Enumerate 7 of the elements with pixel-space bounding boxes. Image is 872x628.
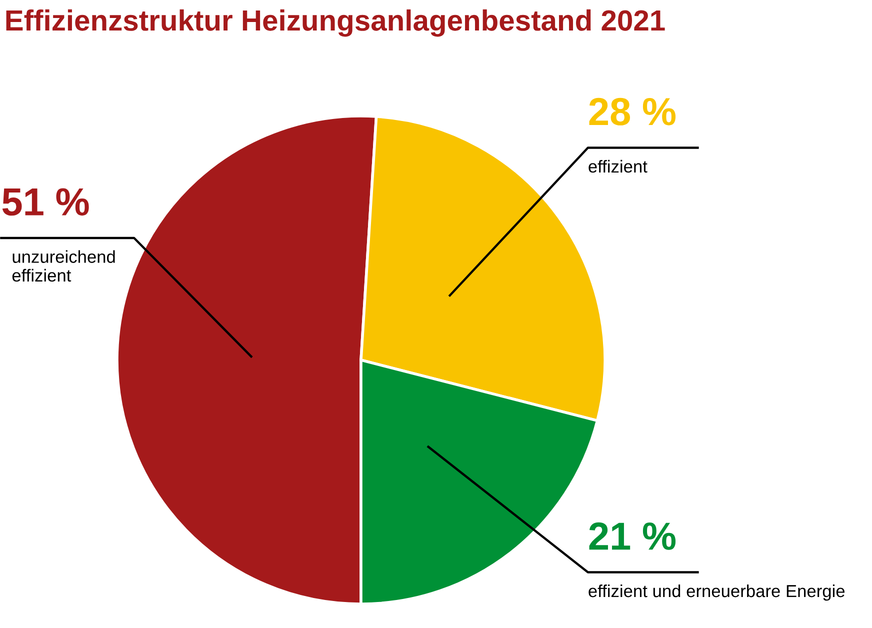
data-label: 51 %	[2, 188, 89, 216]
chart-title: Effizienzstruktur Heizungsanlagenbestand 2021	[6, 9, 665, 37]
slice-label: effizient und erneuerbare Energie	[588, 584, 845, 601]
slice-label: effizient	[588, 160, 648, 173]
slice-label: unzureichend effizient	[12, 250, 115, 282]
data-label: 28 %	[589, 98, 676, 126]
data-label: 21 %	[589, 522, 676, 550]
